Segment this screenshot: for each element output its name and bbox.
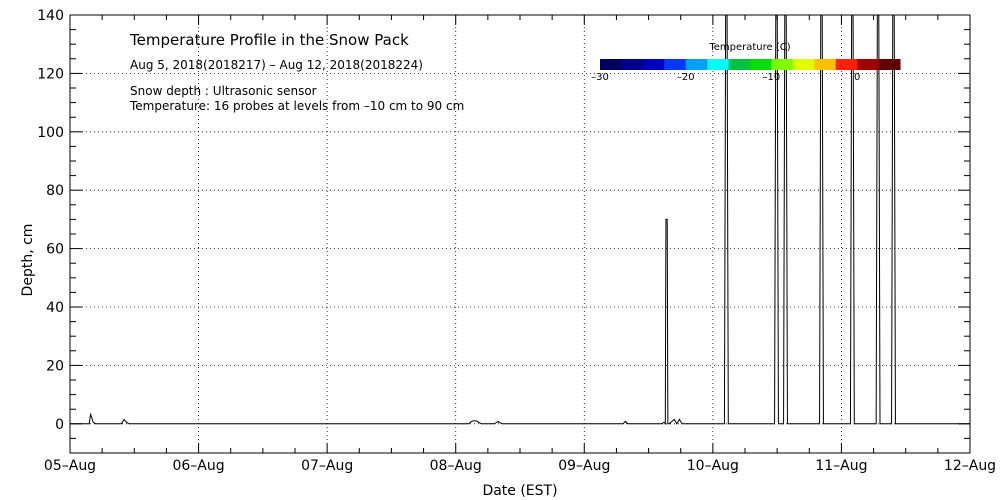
colorbar-ticks: –30 –20 –10 0 xyxy=(591,72,860,83)
snow-depth-line xyxy=(70,15,970,426)
x-tick-label: 07–Aug xyxy=(301,458,353,474)
y-tick-label: 40 xyxy=(46,300,64,316)
y-axis-label: Depth, cm xyxy=(20,224,36,297)
y-tick-labels: 0 20 40 60 80 100 120 140 xyxy=(37,8,64,433)
colorbar-cell xyxy=(728,59,751,70)
colorbar-cell xyxy=(792,59,815,70)
colorbar-cell xyxy=(878,59,901,70)
colorbar-cell xyxy=(642,59,665,70)
y-tick-label: 120 xyxy=(37,66,64,82)
x-tick-label: 08–Aug xyxy=(430,458,482,474)
colorbar-cell xyxy=(771,59,794,70)
colorbar-tick-label: 0 xyxy=(854,72,860,83)
colorbar-cells xyxy=(600,59,901,70)
x-tick-labels: 05–Aug 06–Aug 07–Aug 08–Aug 09–Aug 10–Aug 11–A… xyxy=(44,458,996,474)
x-tick-label: 10–Aug xyxy=(687,458,739,474)
x-tick-label: 12–Aug xyxy=(944,458,996,474)
colorbar-cell xyxy=(664,59,687,70)
colorbar-label: Temperature (C) xyxy=(708,42,790,53)
axis-ticks xyxy=(69,14,971,454)
y-tick-label: 80 xyxy=(46,183,64,199)
x-tick-label: 11–Aug xyxy=(815,458,867,474)
x-tick-label: 06–Aug xyxy=(172,458,224,474)
colorbar-cell xyxy=(814,59,837,70)
x-tick-label: 09–Aug xyxy=(558,458,610,474)
plot-frame xyxy=(69,14,971,454)
y-tick-label: 0 xyxy=(55,417,64,433)
colorbar-tick-label: –10 xyxy=(763,72,781,83)
colorbar-cell xyxy=(685,59,708,70)
grid-lines xyxy=(70,15,970,453)
y-tick-label: 20 xyxy=(46,358,64,374)
sensor-note: Snow depth : Ultrasonic sensor xyxy=(130,84,317,98)
colorbar-cell xyxy=(857,59,880,70)
temperature-colorbar: Temperature (C) –30 –20 –10 0 xyxy=(591,42,901,83)
colorbar-tick-label: –20 xyxy=(677,72,695,83)
colorbar-tick-label: –30 xyxy=(591,72,609,83)
y-tick-label: 60 xyxy=(46,242,64,258)
colorbar-cell xyxy=(835,59,858,70)
colorbar-cell xyxy=(600,59,622,70)
chart-subtitle: Aug 5, 2018(2018217) – Aug 12, 2018(2018… xyxy=(130,58,423,72)
y-tick-label: 100 xyxy=(37,125,64,141)
colorbar-cell xyxy=(621,59,644,70)
colorbar-cell xyxy=(750,59,772,70)
colorbar-cell xyxy=(707,59,730,70)
x-tick-label: 05–Aug xyxy=(44,458,96,474)
chart-title: Temperature Profile in the Snow Pack xyxy=(129,31,409,49)
probe-note: Temperature: 16 probes at levels from –1… xyxy=(129,99,464,113)
y-tick-label: 140 xyxy=(37,8,64,24)
x-axis-label: Date (EST) xyxy=(482,483,557,499)
